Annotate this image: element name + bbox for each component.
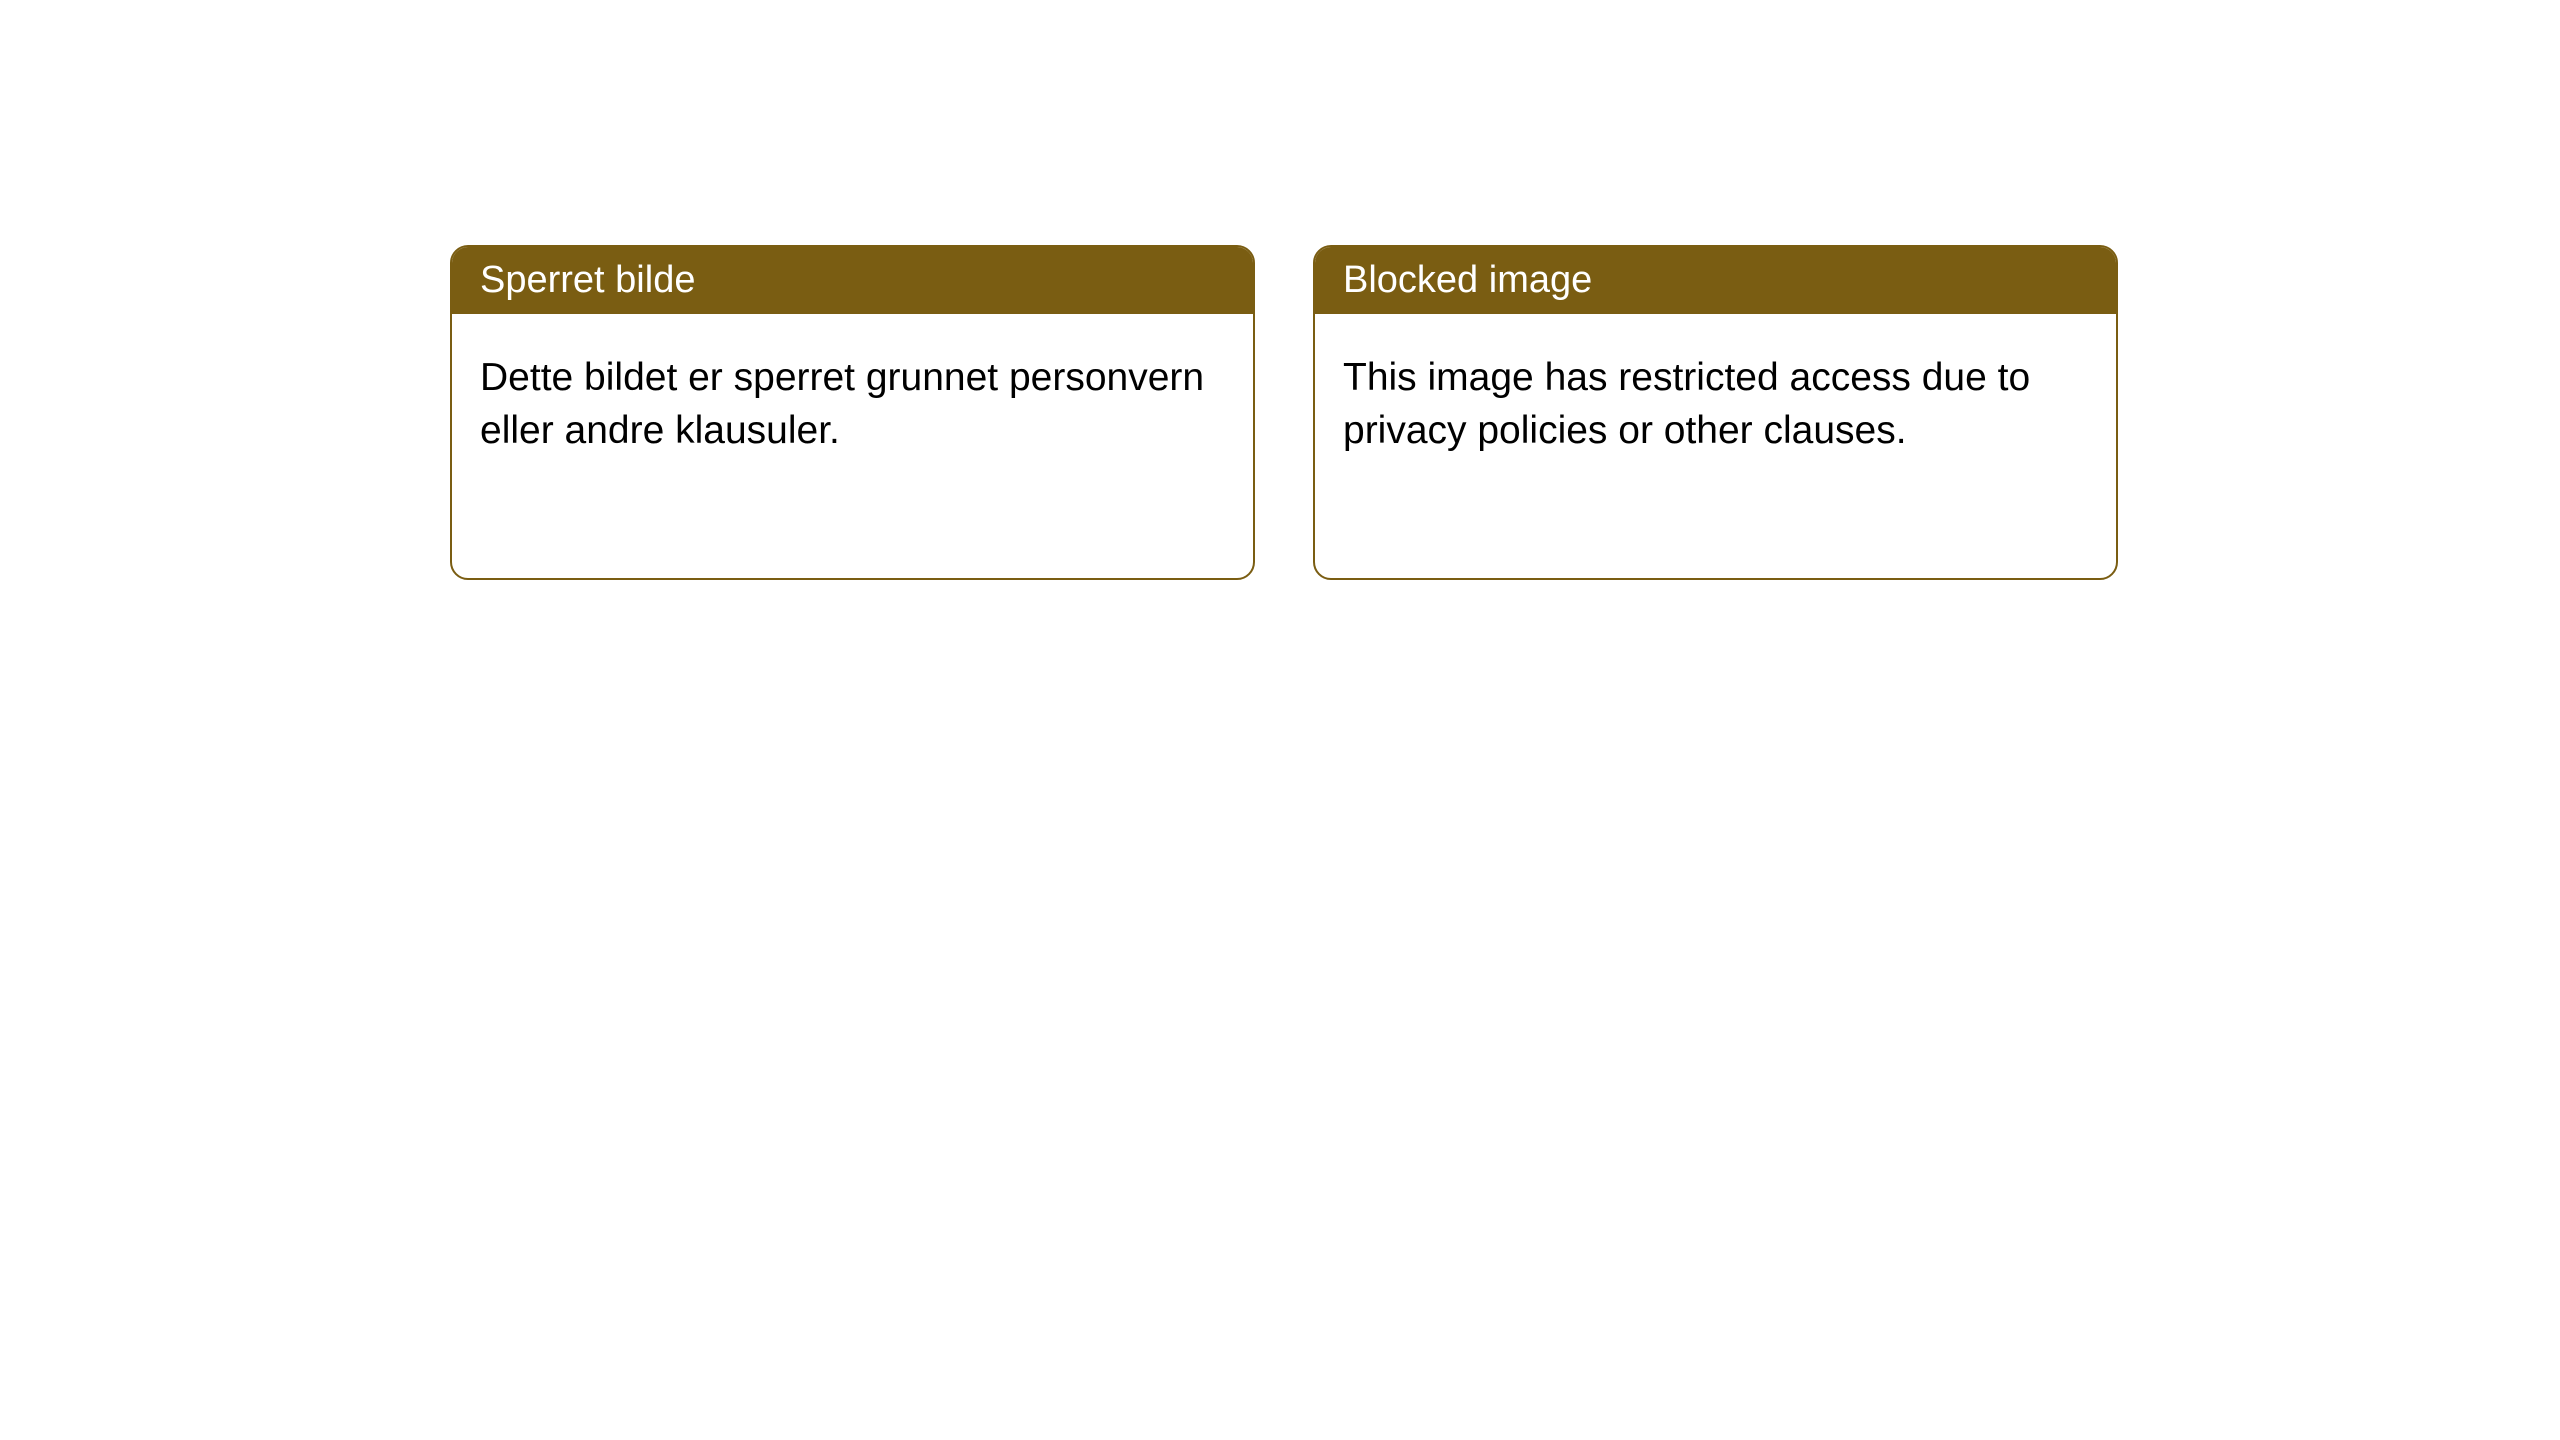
notice-card-english: Blocked image This image has restricted …: [1313, 245, 2118, 580]
notice-title: Sperret bilde: [480, 259, 695, 301]
notice-header-norwegian: Sperret bilde: [452, 247, 1253, 314]
notice-header-english: Blocked image: [1315, 247, 2116, 314]
notice-card-norwegian: Sperret bilde Dette bildet er sperret gr…: [450, 245, 1255, 580]
notice-text: Dette bildet er sperret grunnet personve…: [480, 356, 1204, 452]
notice-body-english: This image has restricted access due to …: [1315, 314, 2116, 495]
notice-container: Sperret bilde Dette bildet er sperret gr…: [0, 0, 2560, 580]
notice-body-norwegian: Dette bildet er sperret grunnet personve…: [452, 314, 1253, 495]
notice-text: This image has restricted access due to …: [1343, 356, 2030, 452]
notice-title: Blocked image: [1343, 259, 1592, 301]
